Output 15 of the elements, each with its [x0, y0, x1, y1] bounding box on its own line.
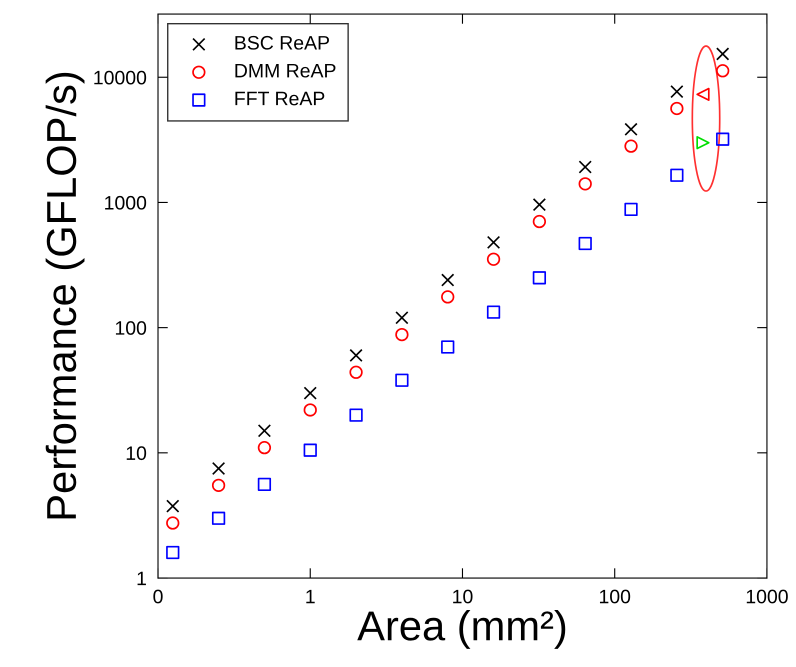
legend-label: FFT ReAP: [235, 92, 324, 106]
legend-label: DMM ReAP: [235, 64, 336, 78]
y-tick-label: 100: [116, 321, 146, 335]
x-tick-label: 0: [153, 590, 163, 604]
legend-label: BSC ReAP: [235, 36, 329, 50]
y-axis-title: Performance (GFLOP/s): [46, 72, 84, 518]
x-tick-label: 1: [306, 590, 315, 604]
y-tick-label: 1: [138, 572, 146, 586]
y-tick-label: 10: [126, 446, 146, 460]
x-tick-label: 100: [600, 590, 630, 604]
y-tick-label: 1000: [105, 196, 146, 210]
x-tick-label: 10: [453, 590, 473, 604]
y-tick-label: 10000: [94, 70, 146, 84]
x-axis-title: Area (mm²): [357, 610, 566, 649]
x-tick-label: 1000: [746, 590, 788, 604]
